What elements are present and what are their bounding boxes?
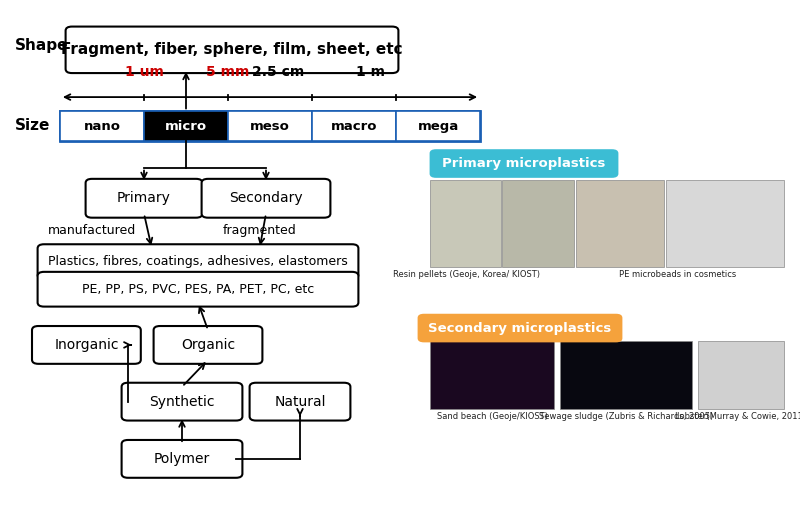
- Bar: [430, 341, 554, 409]
- FancyBboxPatch shape: [32, 326, 141, 364]
- FancyBboxPatch shape: [154, 326, 262, 364]
- Bar: [60, 111, 144, 141]
- FancyBboxPatch shape: [66, 27, 398, 73]
- FancyBboxPatch shape: [38, 244, 358, 279]
- Text: Organic: Organic: [181, 338, 235, 352]
- Text: 5 mm: 5 mm: [206, 65, 250, 79]
- FancyBboxPatch shape: [122, 440, 242, 478]
- Text: Size: Size: [14, 118, 50, 133]
- FancyBboxPatch shape: [86, 179, 202, 218]
- Text: Natural: Natural: [274, 394, 326, 409]
- Bar: [666, 180, 784, 267]
- Text: Primary: Primary: [117, 191, 171, 205]
- Text: Sand beach (Geoje/KIOST): Sand beach (Geoje/KIOST): [437, 412, 547, 422]
- Bar: [430, 180, 501, 267]
- Text: 2.5 cm: 2.5 cm: [252, 65, 304, 79]
- Text: Secondary microplastics: Secondary microplastics: [428, 321, 612, 335]
- Bar: [60, 111, 480, 141]
- Bar: [312, 111, 396, 141]
- Text: Primary microplastics: Primary microplastics: [442, 157, 606, 170]
- Text: 1 um: 1 um: [125, 65, 163, 79]
- Bar: [698, 341, 784, 409]
- Text: Plastics, fibres, coatings, adhesives, elastomers: Plastics, fibres, coatings, adhesives, e…: [48, 255, 348, 268]
- FancyBboxPatch shape: [250, 383, 350, 421]
- Bar: [228, 111, 312, 141]
- Text: Polymer: Polymer: [154, 452, 210, 466]
- FancyBboxPatch shape: [430, 149, 618, 178]
- Text: Inorganic: Inorganic: [54, 338, 118, 352]
- Text: PE, PP, PS, PVC, PES, PA, PET, PC, etc: PE, PP, PS, PVC, PES, PA, PET, PC, etc: [82, 283, 314, 296]
- FancyBboxPatch shape: [202, 179, 330, 218]
- Text: Lobster(Murray & Cowie, 2011): Lobster(Murray & Cowie, 2011): [675, 412, 800, 422]
- Text: macro: macro: [330, 120, 378, 133]
- Text: PE microbeads in cosmetics: PE microbeads in cosmetics: [619, 270, 736, 279]
- Text: Resin pellets (Geoje, Korea/ KIOST): Resin pellets (Geoje, Korea/ KIOST): [393, 270, 540, 279]
- Text: meso: meso: [250, 120, 290, 133]
- Bar: [560, 341, 692, 409]
- Text: 1 m: 1 m: [355, 65, 385, 79]
- Text: Sewage sludge (Zubris & Richards, 2005): Sewage sludge (Zubris & Richards, 2005): [539, 412, 714, 422]
- Text: micro: micro: [165, 120, 207, 133]
- Text: fragmented: fragmented: [222, 224, 296, 238]
- Text: nano: nano: [83, 120, 121, 133]
- FancyBboxPatch shape: [38, 272, 358, 307]
- FancyBboxPatch shape: [122, 383, 242, 421]
- Bar: [396, 111, 480, 141]
- Bar: [144, 111, 228, 141]
- Text: manufactured: manufactured: [48, 224, 136, 238]
- Text: Shape: Shape: [14, 38, 68, 54]
- Text: Fragment, fiber, sphere, film, sheet, etc: Fragment, fiber, sphere, film, sheet, et…: [61, 42, 403, 57]
- FancyBboxPatch shape: [418, 314, 622, 342]
- Text: Secondary: Secondary: [229, 191, 303, 205]
- Text: Synthetic: Synthetic: [150, 394, 214, 409]
- Bar: [502, 180, 574, 267]
- Text: mega: mega: [418, 120, 458, 133]
- Bar: [576, 180, 664, 267]
